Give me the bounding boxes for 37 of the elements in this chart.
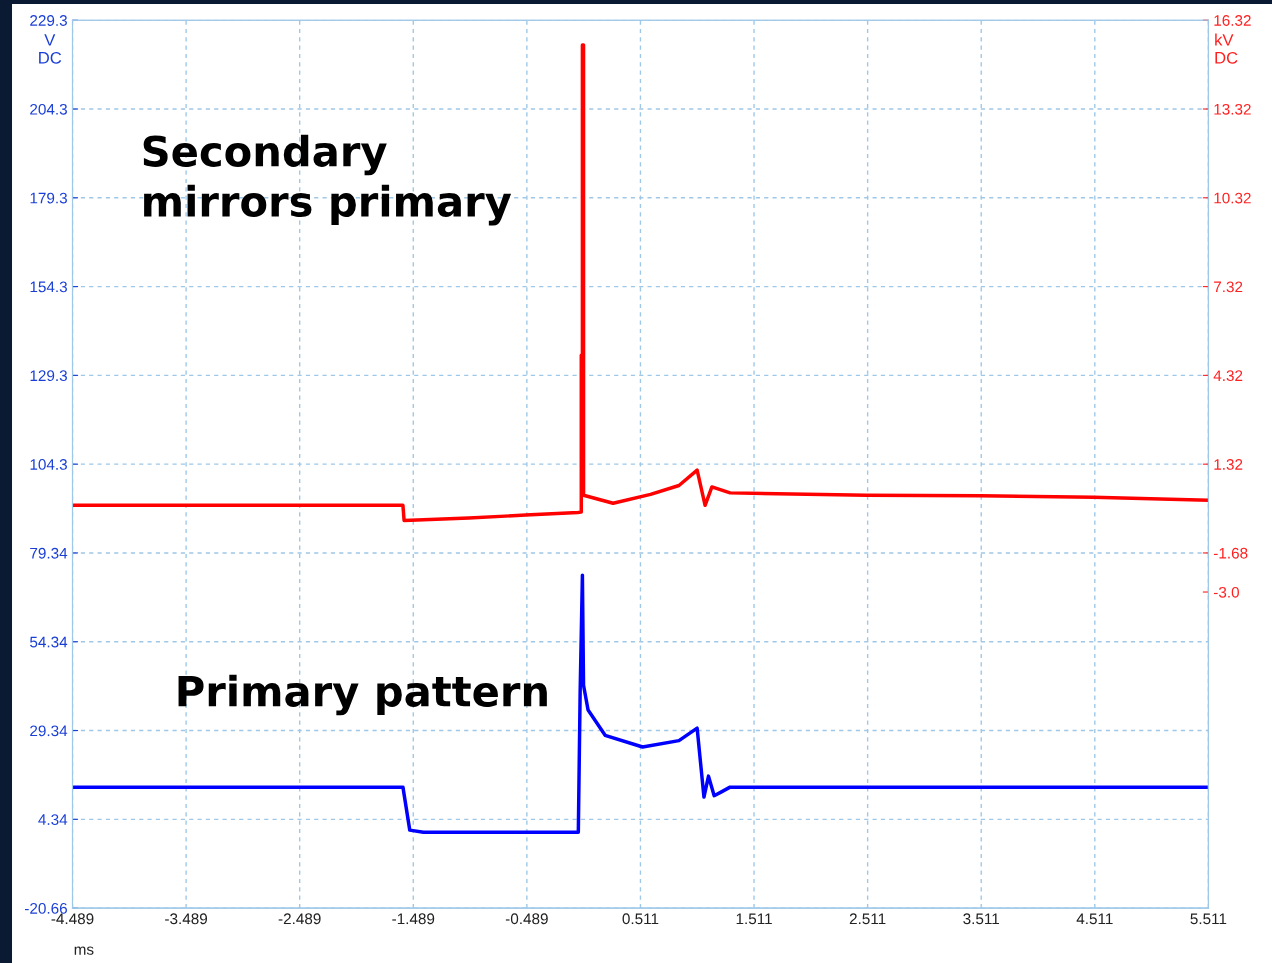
y2-tick-label: 13.32	[1214, 103, 1251, 115]
y-tick-label: 4.34	[38, 814, 68, 826]
y2-tick-label: 16.32	[1214, 15, 1251, 26]
y-tick-label: 54.34	[30, 636, 68, 648]
annotation: Secondary mirrors primary	[143, 134, 512, 226]
annotation: Primary pattern	[178, 674, 547, 716]
y2-tick-label: 7.32	[1214, 281, 1243, 293]
x-tick-label: 5.511	[1190, 913, 1227, 925]
y-tick-label: -20.66	[25, 902, 67, 914]
x-tick-label: 0.511	[622, 913, 659, 925]
y2-tick-label: 1.32	[1214, 459, 1243, 470]
line-series	[72, 573, 1209, 834]
x-tick-label: 3.511	[963, 913, 1000, 925]
y2-tick-label: -1.68	[1213, 547, 1248, 559]
y-tick-label: 204.3	[30, 103, 67, 115]
y2-axis-title: kV DC	[1215, 33, 1238, 64]
y2-tick-label: 10.32	[1214, 192, 1251, 204]
y2-tick-label: 4.32	[1213, 370, 1243, 382]
x-axis-title: ms	[74, 946, 94, 955]
y-tick-label: 229.3	[30, 15, 67, 26]
x-tick-label: -0.489	[505, 913, 548, 925]
x-tick-label: 1.511	[736, 913, 772, 925]
y-axis-title: V DC	[39, 34, 62, 64]
x-tick-label: -2.489	[278, 913, 321, 925]
y-tick-label: 29.34	[30, 725, 68, 737]
y-tick-label: 79.34	[30, 547, 68, 559]
x-tick-label: -4.489	[51, 913, 94, 925]
x-tick-label: -1.489	[392, 913, 435, 925]
x-tick-label: -3.489	[165, 913, 208, 925]
y-tick-label: 179.3	[30, 192, 67, 204]
y-tick-label: 104.3	[30, 459, 67, 470]
y-tick-label: 154.3	[30, 281, 67, 293]
y-tick-label: 129.3	[30, 370, 67, 382]
x-tick-label: 4.511	[1076, 913, 1113, 925]
y2-tick-label: -3.0	[1213, 586, 1239, 598]
x-tick-label: 2.511	[849, 913, 886, 925]
line-series	[72, 43, 1209, 523]
